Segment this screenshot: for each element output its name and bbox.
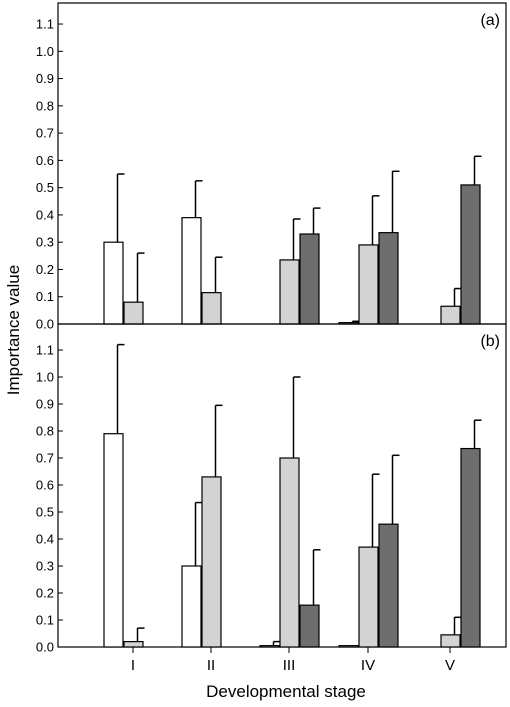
y-tick-label: 0.5 [36, 180, 54, 195]
panel-b: 0.0 0.1 0.2 0.3 0.4 0.5 0.6 0.7 0.8 0.9 1.0 1.1 (b) I… [36, 323, 507, 674]
bar [279, 259, 300, 325]
x-tick-label: I [131, 657, 135, 674]
panel-a: 0.0 0.1 0.2 0.3 0.4 0.5 0.6 0.7 0.8 0.9 1.0 1.1 (a) [36, 2, 507, 332]
y-tick-label: 1.1 [36, 343, 54, 358]
bar [123, 640, 144, 648]
bar [440, 305, 461, 325]
y-tick-label: 0.2 [36, 586, 54, 601]
bar [358, 546, 379, 648]
y-tick-label: 1.1 [36, 17, 54, 32]
y-tick-label: 0.5 [36, 505, 54, 520]
bar [358, 244, 379, 325]
y-tick-label: 0.1 [36, 289, 54, 304]
bar [103, 433, 124, 648]
y-tick-label: 0.3 [36, 559, 54, 574]
bar [299, 604, 320, 648]
panel-label: (b) [480, 333, 500, 350]
bar [259, 645, 280, 648]
bar [123, 301, 144, 325]
bar [201, 476, 222, 648]
y-tick-label: 1.0 [36, 370, 54, 385]
bar [378, 232, 399, 325]
y-tick-label: 0.4 [36, 532, 54, 547]
y-tick-label: 0.2 [36, 262, 54, 277]
bar [440, 634, 461, 648]
panel-label: (a) [480, 12, 500, 29]
panels-group: 0.00.10.20.30.40.50.60.70.80.91.01.1 (a)0… [36, 2, 507, 674]
bar [460, 447, 481, 648]
x-tick-label: III [283, 657, 296, 674]
bar [181, 217, 202, 325]
bar [460, 184, 481, 325]
y-tick-label: 0.3 [36, 235, 54, 250]
bar [201, 292, 222, 325]
y-tick-label: 0.0 [36, 640, 54, 655]
x-tick-label: II [207, 657, 215, 674]
bar [103, 241, 124, 325]
y-tick-label: 0.8 [36, 98, 54, 113]
bar [338, 645, 359, 648]
y-tick-label: 0.9 [36, 397, 54, 412]
bar [299, 233, 320, 325]
y-tick-label: 0.6 [36, 478, 54, 493]
bar [181, 565, 202, 648]
bar [378, 523, 399, 648]
bar [279, 457, 300, 648]
y-tick-label: 0.4 [36, 207, 54, 222]
x-tick-label: V [445, 657, 455, 674]
y-tick-label: 1.0 [36, 44, 54, 59]
y-tick-label: 0.7 [36, 126, 54, 141]
y-axis-title: Importance value [4, 265, 23, 395]
y-tick-label: 0.9 [36, 71, 54, 86]
y-tick-label: 0.1 [36, 613, 54, 628]
y-tick-label: 0.0 [36, 317, 54, 332]
y-tick-label: 0.6 [36, 153, 54, 168]
y-tick-label: 0.8 [36, 424, 54, 439]
y-tick-label: 0.7 [36, 451, 54, 466]
x-tick-label: IV [361, 657, 375, 674]
x-axis-title: Developmental stage [206, 682, 366, 701]
